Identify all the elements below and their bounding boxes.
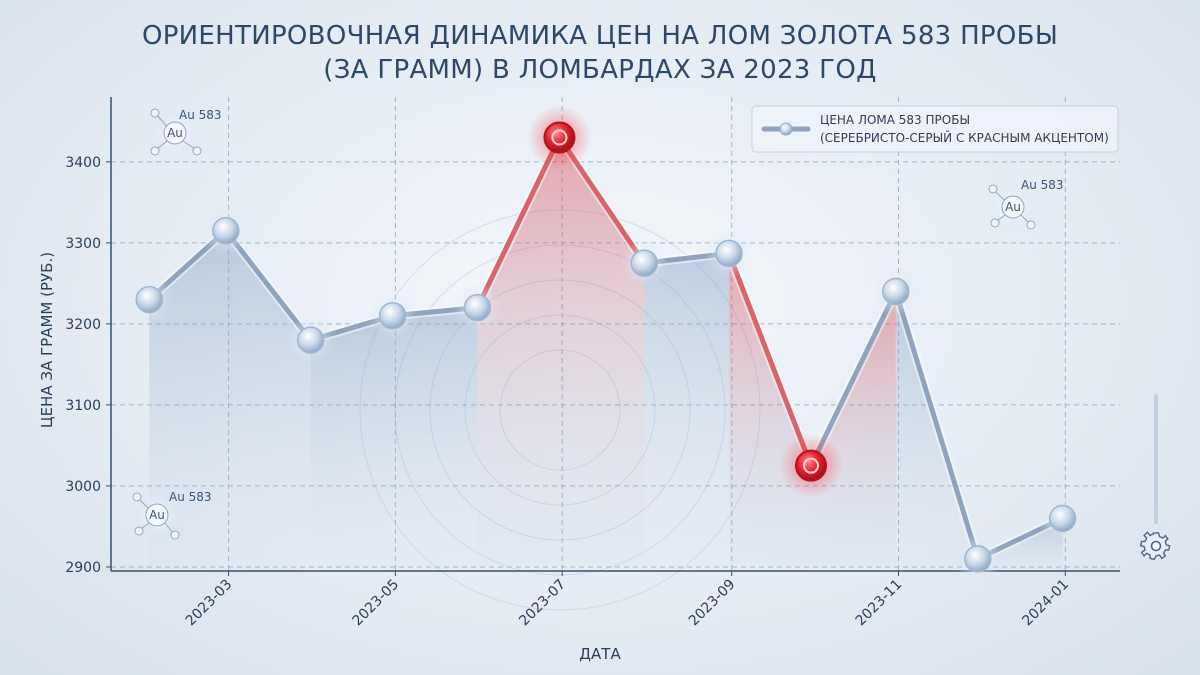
line-segment xyxy=(726,250,814,469)
line-segment xyxy=(808,288,899,469)
data-point xyxy=(882,277,910,306)
y-tick-label: 3000 xyxy=(65,479,101,495)
data-point xyxy=(1048,504,1077,533)
area-segment xyxy=(477,137,560,565)
area-segment xyxy=(728,253,812,565)
series-points xyxy=(125,105,1087,583)
x-tick-label: 2023-03 xyxy=(183,577,236,630)
y-tick-label: 2900 xyxy=(65,560,101,576)
au-molecule-badge: Au Au 583 xyxy=(147,105,222,161)
area-segment xyxy=(392,307,478,565)
data-point xyxy=(378,302,407,330)
area-segment xyxy=(559,137,645,565)
au-molecule-badge: Au Au 583 xyxy=(985,178,1064,235)
legend-marker xyxy=(779,122,793,136)
y-tick-label: 3200 xyxy=(65,317,101,333)
data-point xyxy=(630,249,658,277)
data-point-highlight xyxy=(543,121,576,154)
data-point xyxy=(715,239,743,268)
badge-symbol: Au xyxy=(1005,200,1021,214)
area-segment xyxy=(811,291,896,565)
chart-title: ОРИЕНТИРОВОЧНАЯ ДИНАМИКА ЦЕН НА ЛОМ ЗОЛО… xyxy=(142,21,1058,51)
legend: ЦЕНА ЛОМА 583 ПРОБЫ (СЕРЕБРИСТО-СЕРЫЙ С … xyxy=(751,105,1119,153)
x-tick-label: 2024-01 xyxy=(1019,577,1072,630)
badge-symbol: Au xyxy=(149,508,165,522)
y-tick-label: 3400 xyxy=(65,155,101,171)
y-axis-label: ЦЕНА ЗА ГРАММ (РУБ.) xyxy=(38,252,56,428)
x-axis-label: ДАТА xyxy=(579,645,621,663)
data-point-core xyxy=(551,129,568,146)
x-tick-label: 2023-11 xyxy=(853,577,906,630)
x-tick-label: 2023-07 xyxy=(516,577,569,630)
legend-box xyxy=(751,105,1119,153)
badge-label: Au 583 xyxy=(179,108,222,122)
data-point-core xyxy=(803,457,820,474)
x-tick-label: 2023-09 xyxy=(686,577,739,630)
legend-entry-line1: ЦЕНА ЛОМА 583 ПРОБЫ xyxy=(820,113,970,127)
data-point-highlight xyxy=(795,449,828,482)
data-point xyxy=(463,293,492,322)
legend-entry-line2: (СЕРЕБРИСТО-СЕРЫЙ С КРАСНЫМ АКЦЕНТОМ) xyxy=(820,130,1109,145)
data-point xyxy=(135,285,164,314)
data-point xyxy=(296,326,325,354)
chart-subtitle: (ЗА ГРАММ) В ЛОМБАРДАХ ЗА 2023 ГОД xyxy=(323,55,876,85)
x-tick-label: 2023-05 xyxy=(350,577,403,630)
badge-symbol: Au xyxy=(167,126,183,140)
area-segment xyxy=(310,315,393,565)
y-tick-label: 3300 xyxy=(65,236,101,252)
badge-label: Au 583 xyxy=(1021,178,1064,192)
axes xyxy=(110,97,1120,572)
gear-icon[interactable] xyxy=(1134,394,1178,568)
area-fill xyxy=(149,137,1063,565)
area-segment xyxy=(149,230,226,565)
data-point xyxy=(212,216,240,245)
line-segment xyxy=(893,288,981,562)
data-point xyxy=(964,545,992,573)
au-molecule-badge: Au Au 583 xyxy=(129,487,212,543)
badge-label: Au 583 xyxy=(169,490,212,504)
y-tick-label: 3100 xyxy=(65,398,101,414)
area-segment xyxy=(644,253,729,565)
